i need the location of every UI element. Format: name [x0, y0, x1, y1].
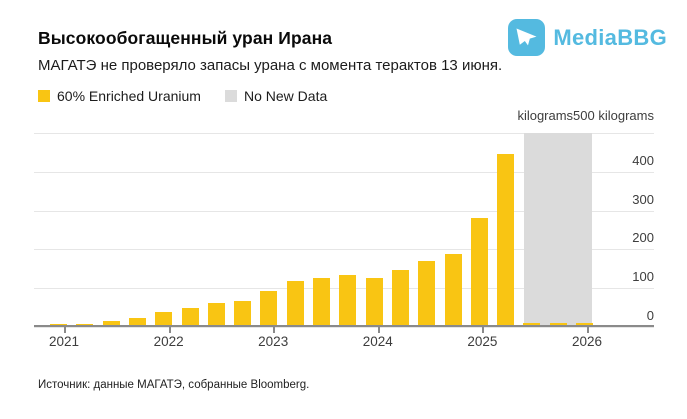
brand-name: MediaBBG — [553, 24, 667, 50]
x-axis-label: 2022 — [153, 334, 184, 349]
x-axis-tick — [273, 327, 276, 333]
legend-label: 60% Enriched Uranium — [57, 88, 201, 104]
bar — [391, 269, 409, 325]
x-axis-tick — [64, 327, 66, 333]
brand-logo: MediaBBG — [508, 19, 667, 56]
no-data-sliver — [576, 323, 593, 325]
bar — [497, 153, 515, 325]
bar — [234, 300, 252, 325]
bar — [260, 291, 278, 325]
y-axis-unit-label: kilograms500 kilograms — [517, 108, 654, 123]
grid-line — [34, 249, 654, 251]
no-data-band — [524, 133, 592, 325]
bar — [181, 308, 199, 325]
yellow-swatch-icon — [38, 90, 50, 102]
bar — [50, 324, 67, 325]
bar — [102, 321, 120, 325]
x-axis-tick — [482, 327, 485, 333]
bar — [128, 318, 146, 325]
x-axis-label: 2025 — [467, 334, 498, 349]
x-axis-label: 2026 — [571, 334, 603, 349]
gray-swatch-icon — [225, 90, 237, 102]
grid-line — [34, 327, 654, 328]
bar — [286, 280, 304, 325]
x-axis-label: 2024 — [362, 334, 393, 349]
source-note: Источник: данные МАГАТЭ, собранные Bloom… — [38, 379, 310, 391]
telegram-paper-plane-icon — [508, 19, 546, 56]
y-axis-label: 200 — [632, 230, 654, 246]
bar — [470, 218, 488, 325]
bar — [207, 303, 225, 325]
grid-line — [34, 210, 654, 212]
grid-line — [34, 171, 654, 173]
chart-subtitle: МАГАТЭ не проверяло запасы урана с момен… — [38, 57, 503, 74]
bar — [313, 277, 330, 325]
y-axis-label: 0 — [646, 308, 654, 323]
x-axis-tick — [377, 327, 380, 333]
x-axis-tick — [168, 327, 171, 333]
y-axis-label: 100 — [632, 269, 654, 285]
bar — [76, 324, 94, 325]
no-data-sliver — [549, 323, 567, 325]
no-data-sliver — [523, 323, 541, 325]
grid-line — [34, 133, 654, 134]
bar — [418, 261, 436, 325]
bar — [155, 312, 173, 325]
y-axis-label: 400 — [632, 152, 654, 168]
plot-area — [34, 133, 654, 328]
legend-label: No New Data — [244, 88, 328, 104]
legend-item-no-new-data: No New Data — [225, 88, 327, 104]
x-axis-tick — [587, 327, 589, 333]
bar — [365, 277, 383, 325]
bar — [444, 254, 462, 325]
x-axis-label: 2023 — [258, 334, 289, 349]
legend-item-enriched-uranium: 60% Enriched Uranium — [38, 88, 201, 104]
bar — [339, 275, 357, 325]
y-axis-label: 300 — [632, 191, 654, 207]
x-axis-label: 2021 — [48, 334, 80, 349]
chart-title: Высокообогащенный уран Ирана — [38, 28, 333, 48]
